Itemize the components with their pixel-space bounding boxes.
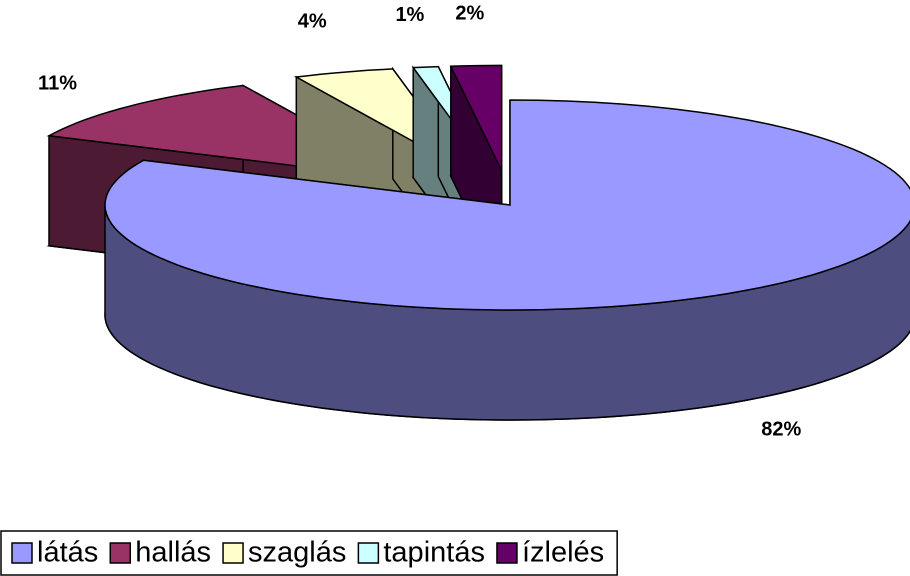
legend-swatch [496,542,518,564]
slice-top [449,64,503,171]
legend-label: látás [37,537,98,569]
slice-top [104,99,910,311]
data-label: 82% [761,419,801,441]
legend-swatch [222,542,244,564]
legend-label: tapintás [383,537,485,569]
legend-swatch [11,542,33,564]
legend: látás hallás szaglás tapintás ízlelés [0,530,618,576]
legend-label: hallás [135,537,211,569]
data-label: 1% [395,4,424,26]
slice [104,99,910,421]
data-label: 11% [38,72,77,94]
legend-swatch [109,542,132,564]
data-label: 2% [455,2,484,24]
data-label: 4% [298,11,327,33]
legend-label: ízlelés [522,537,604,569]
legend-swatch [357,542,380,564]
legend-label: szaglás [248,537,346,569]
